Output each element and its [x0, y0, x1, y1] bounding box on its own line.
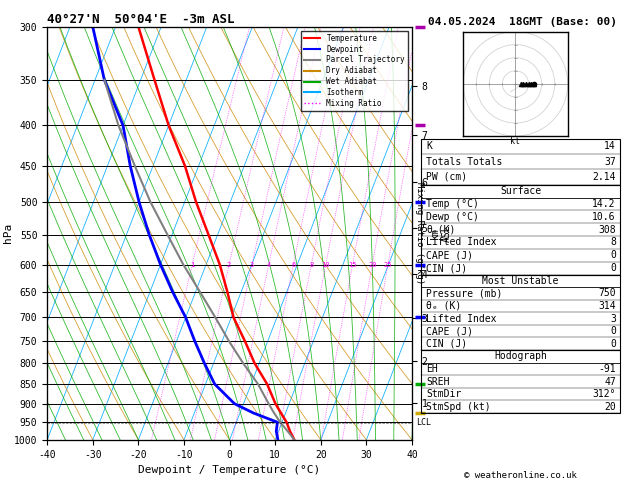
Text: Pressure (mb): Pressure (mb)	[426, 288, 503, 298]
Text: 20: 20	[604, 402, 616, 412]
Text: CAPE (J): CAPE (J)	[426, 250, 474, 260]
Text: 0: 0	[610, 263, 616, 273]
Text: Temp (°C): Temp (°C)	[426, 199, 479, 209]
Text: Lifted Index: Lifted Index	[426, 313, 497, 324]
Text: 2.14: 2.14	[593, 172, 616, 182]
Text: PW (cm): PW (cm)	[426, 172, 467, 182]
Text: 40°27'N  50°04'E  -3m ASL: 40°27'N 50°04'E -3m ASL	[47, 13, 235, 26]
Text: 2: 2	[227, 261, 231, 268]
Text: 8: 8	[309, 261, 313, 268]
Text: 0: 0	[610, 250, 616, 260]
Text: 3: 3	[610, 313, 616, 324]
Text: Most Unstable: Most Unstable	[482, 276, 559, 286]
Text: 04.05.2024  18GMT (Base: 00): 04.05.2024 18GMT (Base: 00)	[428, 17, 616, 27]
Y-axis label: km
ASL: km ASL	[430, 225, 452, 242]
Text: Lifted Index: Lifted Index	[426, 238, 497, 247]
Text: 6: 6	[291, 261, 296, 268]
Text: 25: 25	[384, 261, 392, 268]
Text: © weatheronline.co.uk: © weatheronline.co.uk	[464, 471, 577, 480]
Text: 15: 15	[348, 261, 357, 268]
Text: 10.6: 10.6	[593, 212, 616, 222]
Text: 1: 1	[190, 261, 194, 268]
Text: θₑ(K): θₑ(K)	[426, 225, 456, 235]
Text: θₑ (K): θₑ (K)	[426, 301, 462, 311]
X-axis label: Dewpoint / Temperature (°C): Dewpoint / Temperature (°C)	[138, 465, 321, 475]
Text: 308: 308	[598, 225, 616, 235]
Text: 37: 37	[604, 156, 616, 167]
Text: 314: 314	[598, 301, 616, 311]
Text: 4: 4	[267, 261, 271, 268]
Text: StmDir: StmDir	[426, 389, 462, 399]
Text: CAPE (J): CAPE (J)	[426, 326, 474, 336]
Text: 8: 8	[610, 238, 616, 247]
Text: Hodograph: Hodograph	[494, 351, 547, 361]
Text: 10: 10	[321, 261, 330, 268]
Text: SREH: SREH	[426, 377, 450, 386]
Text: 750: 750	[598, 288, 616, 298]
Text: Surface: Surface	[500, 186, 541, 196]
Text: 0: 0	[610, 326, 616, 336]
Y-axis label: hPa: hPa	[3, 223, 13, 243]
X-axis label: kt: kt	[511, 138, 520, 146]
Text: 14: 14	[604, 141, 616, 151]
Text: CIN (J): CIN (J)	[426, 263, 467, 273]
Text: K: K	[426, 141, 432, 151]
Text: CIN (J): CIN (J)	[426, 339, 467, 348]
Text: LCL: LCL	[416, 418, 431, 428]
Text: 312°: 312°	[593, 389, 616, 399]
Text: 20: 20	[368, 261, 377, 268]
Y-axis label: Mixing Ratio (g/kg): Mixing Ratio (g/kg)	[415, 182, 424, 284]
Text: 0: 0	[610, 339, 616, 348]
Text: 3: 3	[250, 261, 254, 268]
Text: Dewp (°C): Dewp (°C)	[426, 212, 479, 222]
Text: -91: -91	[598, 364, 616, 374]
Legend: Temperature, Dewpoint, Parcel Trajectory, Dry Adiabat, Wet Adiabat, Isotherm, Mi: Temperature, Dewpoint, Parcel Trajectory…	[301, 31, 408, 111]
Text: StmSpd (kt): StmSpd (kt)	[426, 402, 491, 412]
Text: 14.2: 14.2	[593, 199, 616, 209]
Text: 47: 47	[604, 377, 616, 386]
Text: Totals Totals: Totals Totals	[426, 156, 503, 167]
Text: EH: EH	[426, 364, 438, 374]
